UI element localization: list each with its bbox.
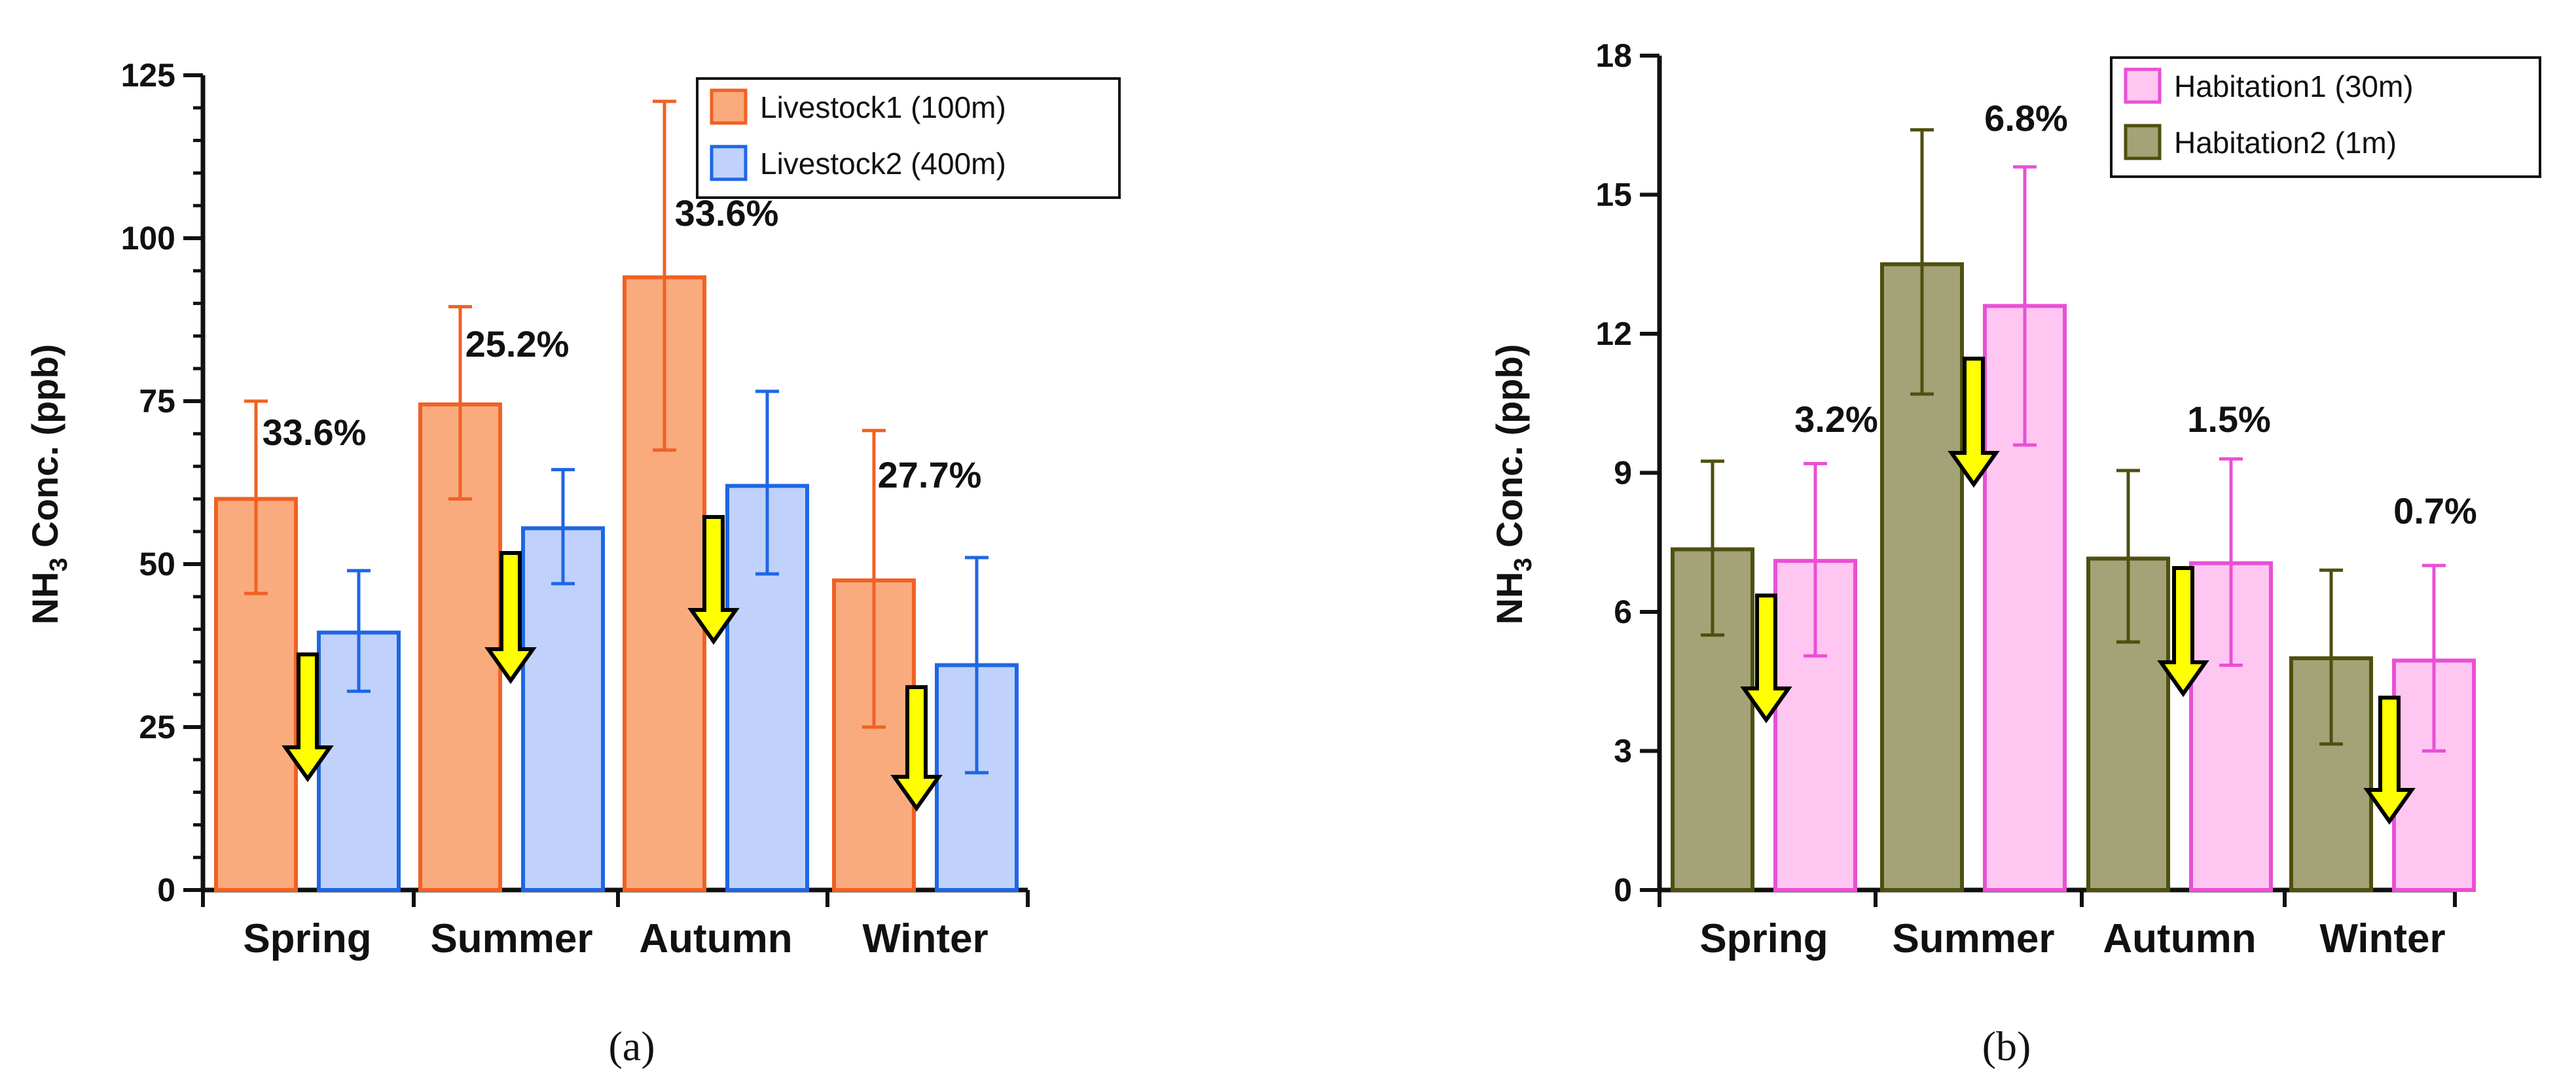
y-axis-label: NH3 Conc. (ppb) xyxy=(24,344,73,625)
x-tick-label: Winter xyxy=(2319,916,2445,961)
percent-annotation: 25.2% xyxy=(465,323,570,365)
decrease-arrow xyxy=(1948,357,2000,488)
y-axis-label-suffix: Conc. (ppb) xyxy=(24,344,65,558)
percent-annotation: 3.2% xyxy=(1794,399,1878,440)
panel-label: (b) xyxy=(1982,1023,2031,1069)
percent-annotation: 27.7% xyxy=(878,454,982,495)
legend-label: Habitation2 (1m) xyxy=(2174,126,2397,160)
x-tick-label: Spring xyxy=(243,916,371,961)
x-tick-label: Summer xyxy=(430,916,592,961)
y-tick-label: 25 xyxy=(139,709,175,745)
y-axis-label-subscript: 3 xyxy=(1510,558,1537,571)
y-tick-label: 3 xyxy=(1614,733,1632,770)
y-axis-label-main: NH xyxy=(1489,571,1530,624)
chart-panel-b: 0 3 6 9 12 15 18 Spring Summer Autumn Winter 3.2% 6.… xyxy=(1489,37,2541,1069)
legend-swatch xyxy=(710,145,748,181)
y-tick-label: 0 xyxy=(157,872,175,908)
decrease-arrow xyxy=(281,652,334,783)
decrease-arrow xyxy=(1740,594,1792,724)
legend-label: Livestock1 (100m) xyxy=(760,90,1006,124)
x-tick-label: Autumn xyxy=(2103,916,2256,961)
decrease-arrow xyxy=(484,551,537,685)
y-tick-label: 18 xyxy=(1595,37,1632,74)
y-tick-label: 9 xyxy=(1614,455,1632,491)
y-axis-label-subscript: 3 xyxy=(45,558,73,571)
x-tick-label: Winter xyxy=(862,916,988,961)
decrease-arrow xyxy=(890,685,943,812)
percent-annotation: 33.6% xyxy=(675,192,779,234)
legend-label: Livestock2 (400m) xyxy=(760,147,1006,181)
x-tick-label: Autumn xyxy=(639,916,792,961)
legend-label: Habitation1 (30m) xyxy=(2174,69,2414,103)
percent-annotation: 1.5% xyxy=(2187,399,2271,440)
legend-box xyxy=(2110,56,2541,178)
y-tick-label: 15 xyxy=(1595,177,1632,213)
y-axis-label-suffix: Conc. (ppb) xyxy=(1489,344,1530,558)
legend-swatch xyxy=(2124,124,2162,160)
decrease-arrow xyxy=(2363,696,2416,825)
y-tick-label: 12 xyxy=(1595,315,1632,352)
percent-annotation: 6.8% xyxy=(1984,98,2068,139)
bar xyxy=(317,630,401,893)
percent-annotation: 0.7% xyxy=(2393,490,2477,531)
x-tick-label: Summer xyxy=(1892,916,2054,961)
y-axis-label: NH3 Conc. (ppb) xyxy=(1489,344,1537,625)
percent-annotation: 33.6% xyxy=(263,412,367,453)
legend-box xyxy=(696,77,1121,199)
chart-panel-a: 0 25 50 75 100 125 Spring Summer Autumn Winter 33.… xyxy=(24,57,1121,1069)
y-tick-label: 0 xyxy=(1614,872,1632,908)
panel-label: (a) xyxy=(608,1023,655,1069)
y-tick-label: 6 xyxy=(1614,594,1632,630)
bar xyxy=(214,497,298,892)
legend-swatch xyxy=(710,88,748,125)
x-tick-label: Spring xyxy=(1699,916,1828,961)
y-tick-label: 100 xyxy=(121,220,175,257)
decrease-arrow xyxy=(2157,566,2209,698)
legend-swatch xyxy=(2124,67,2162,104)
y-tick-label: 50 xyxy=(139,546,175,582)
decrease-arrow xyxy=(687,515,740,645)
y-axis-label-main: NH xyxy=(24,571,65,624)
y-tick-label: 75 xyxy=(139,383,175,419)
bar xyxy=(521,526,605,892)
y-tick-label: 125 xyxy=(121,57,175,94)
